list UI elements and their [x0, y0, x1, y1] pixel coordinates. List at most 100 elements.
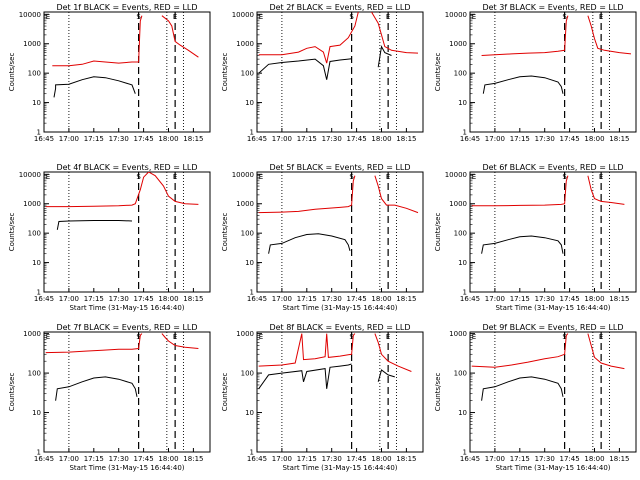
x-tick-label: 18:00 [371, 295, 391, 303]
y-tick-label: 100 [241, 230, 254, 238]
x-tick-label: 17:30 [535, 135, 555, 143]
y-axis-title: Counts/sec [434, 53, 442, 92]
lld-series-line [374, 175, 419, 214]
event-marker-label: E [472, 333, 476, 341]
lld-series-line [258, 175, 356, 214]
x-tick-label: 18:15 [609, 295, 629, 303]
x-tick-label: 17:00 [59, 295, 79, 303]
x-tick-label: 17:00 [272, 295, 292, 303]
x-tick-label: 17:00 [485, 135, 505, 143]
x-tick-label: 16:45 [460, 295, 480, 303]
lld-series-line [587, 333, 625, 370]
x-tick-label: 17:45 [347, 135, 367, 143]
y-tick-label: 100 [454, 70, 467, 78]
x-tick-label: 17:45 [134, 295, 154, 303]
y-tick-label: 100 [454, 370, 467, 378]
panel-det5f: Det 5f BLACK = Events, RED = LLD 1 10 100 10… [221, 163, 424, 312]
y-tick-label: 1 [250, 449, 254, 457]
x-tick-label: 17:45 [347, 455, 367, 463]
x-tick-label: 16:45 [34, 135, 54, 143]
x-tick-label: 18:00 [158, 295, 178, 303]
event-marker-label: S [562, 173, 567, 181]
x-tick-label: 17:15 [510, 135, 530, 143]
x-tick-label: 17:15 [84, 455, 104, 463]
x-axis-title: Start Time (31-May-15 16:44:40) [69, 464, 184, 472]
x-tick-label: 17:15 [510, 295, 530, 303]
y-tick-label: 10000 [445, 11, 467, 19]
panel-title: Det 4f BLACK = Events, RED = LLD [56, 163, 197, 172]
x-tick-label: 18:00 [371, 135, 391, 143]
panel-det6f: Det 6f BLACK = Events, RED = LLD 1 10 100 10… [434, 163, 637, 312]
y-tick-label: 100 [28, 70, 41, 78]
x-tick-label: 16:45 [247, 135, 267, 143]
event-marker-label: S [136, 333, 141, 341]
x-tick-label: 18:15 [609, 135, 629, 143]
x-tick-label: 18:00 [158, 455, 178, 463]
x-tick-label: 18:15 [183, 455, 203, 463]
events-series-line [53, 76, 136, 98]
plot-frame [43, 171, 211, 293]
y-tick-label: 10000 [232, 171, 254, 179]
y-tick-label: 1000 [236, 40, 254, 48]
event-marker-label: S [349, 13, 354, 21]
y-tick-label: 1000 [236, 200, 254, 208]
y-tick-label: 1 [37, 129, 41, 137]
x-tick-label: 17:00 [59, 455, 79, 463]
lld-series-line [45, 172, 199, 208]
x-axis-title: Start Time (31-May-15 16:44:40) [495, 464, 610, 472]
y-axis-title: Counts/sec [221, 213, 229, 252]
y-tick-label: 10000 [445, 171, 467, 179]
x-tick-label: 17:30 [109, 295, 129, 303]
event-marker-label: E [259, 333, 263, 341]
x-tick-label: 17:15 [297, 295, 317, 303]
y-tick-label: 10 [245, 409, 254, 417]
panel-det7f: Det 7f BLACK = Events, RED = LLD 1 10 100 10… [8, 323, 211, 472]
events-series-line [377, 45, 392, 68]
x-tick-label: 17:30 [535, 295, 555, 303]
y-tick-label: 1 [250, 289, 254, 297]
y-tick-label: 100 [28, 230, 41, 238]
plot-frame [43, 331, 211, 453]
panel-det2f: Det 2f BLACK = Events, RED = LLD 1 10 100 10… [221, 3, 424, 143]
event-marker-label: E [599, 333, 603, 341]
x-axis-title: Start Time (31-May-15 16:44:40) [282, 464, 397, 472]
event-marker-label: E [173, 173, 177, 181]
y-tick-label: 10000 [232, 11, 254, 19]
y-tick-label: 100 [28, 370, 41, 378]
lld-series-line [587, 175, 625, 205]
lld-series-line [471, 175, 569, 207]
lld-series-line [258, 12, 359, 64]
lld-series-line [481, 15, 569, 56]
lld-series-line [52, 15, 143, 67]
y-tick-label: 10000 [19, 171, 41, 179]
x-tick-label: 18:00 [158, 135, 178, 143]
x-tick-label: 18:15 [183, 135, 203, 143]
y-tick-label: 10 [32, 409, 41, 417]
y-tick-label: 10 [458, 99, 467, 107]
x-tick-label: 17:15 [84, 295, 104, 303]
x-tick-label: 18:00 [584, 455, 604, 463]
lld-series-line [161, 15, 199, 58]
x-tick-label: 17:30 [535, 455, 555, 463]
events-series-line [481, 376, 564, 401]
x-tick-label: 18:15 [396, 135, 416, 143]
panel-title: Det 6f BLACK = Events, RED = LLD [482, 163, 623, 172]
x-tick-label: 17:00 [485, 455, 505, 463]
y-tick-label: 100 [454, 230, 467, 238]
event-marker-label: S [562, 333, 567, 341]
panel-det9f: Det 9f BLACK = Events, RED = LLD 1 10 100 10… [434, 323, 637, 472]
x-tick-label: 17:45 [134, 455, 154, 463]
y-tick-label: 100 [241, 370, 254, 378]
panel-det3f: Det 3f BLACK = Events, RED = LLD 1 10 100 10… [434, 3, 637, 143]
events-series-line [268, 233, 351, 254]
plot-frame [256, 171, 424, 293]
event-marker-label: E [46, 333, 50, 341]
events-series-line [55, 376, 138, 401]
x-tick-label: 17:00 [59, 135, 79, 143]
event-marker-label: S [349, 333, 354, 341]
y-axis-title: Counts/sec [221, 373, 229, 412]
lld-series-line [258, 333, 356, 367]
x-axis-title: Start Time (31-May-15 16:44:40) [495, 304, 610, 312]
x-tick-label: 17:15 [297, 455, 317, 463]
x-axis-title: Start Time (31-May-15 16:44:40) [69, 304, 184, 312]
